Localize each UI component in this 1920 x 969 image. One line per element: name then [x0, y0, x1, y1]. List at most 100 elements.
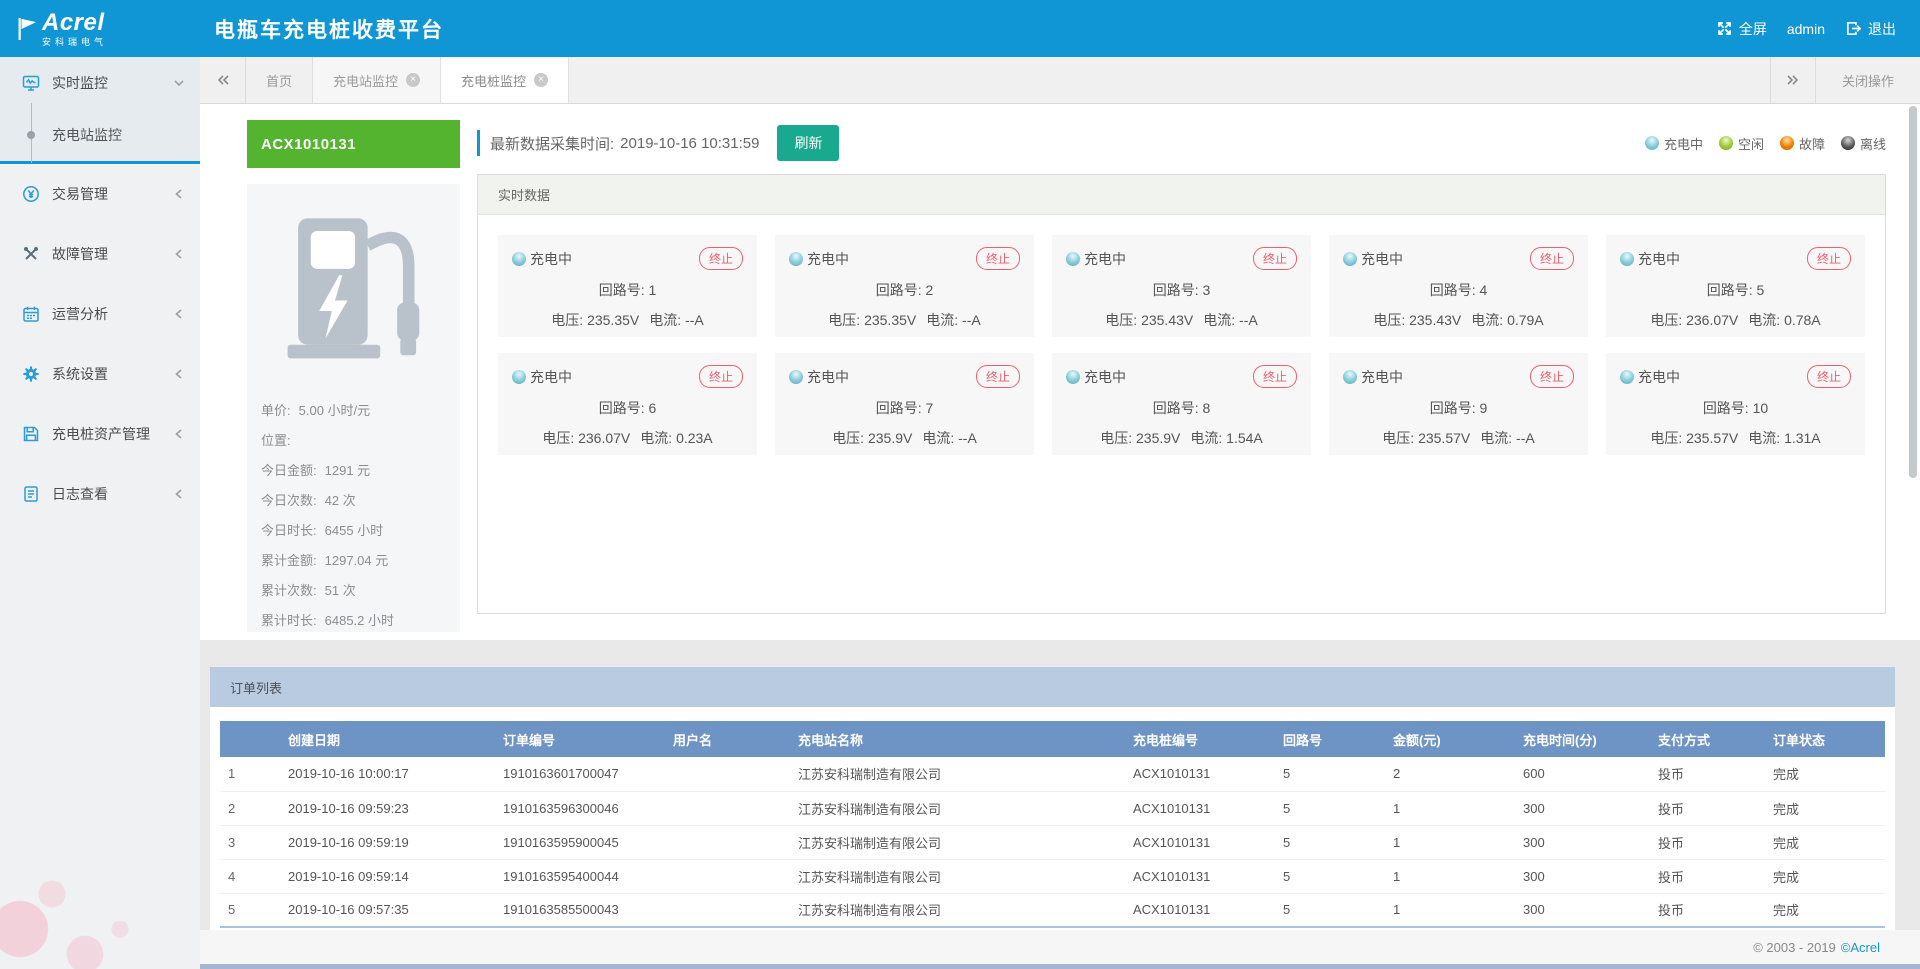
sidebar: 实时监控 充电站监控 交易管理: [0, 57, 200, 969]
column-header: 创建日期: [280, 721, 495, 757]
column-header: 金额(元): [1385, 721, 1515, 757]
fullscreen-button[interactable]: 全屏: [1716, 19, 1767, 39]
orders-table-wrap: 创建日期 订单编号 用户名 充电站名称 充电桩编号 回路号 金额(元) 充电时间(分) 支付方式…: [210, 707, 1895, 928]
sidebar-item-system-settings[interactable]: 系统设置: [0, 344, 200, 404]
circuit-status: 充电中: [512, 249, 572, 269]
charging-status-icon: [1343, 251, 1357, 266]
tab-close-icon[interactable]: ×: [406, 73, 421, 87]
stop-button[interactable]: 终止: [1252, 365, 1297, 388]
fullscreen-icon: [1717, 22, 1731, 35]
sidebar-item-label: 实时监控: [52, 75, 108, 91]
fullscreen-label: 全屏: [1738, 20, 1767, 37]
circuit-card: 充电中 终止 回路号: 8 电压: 235.9V 电流:: [1052, 353, 1311, 455]
refresh-button[interactable]: 刷新: [777, 125, 840, 161]
cell-order-status: 完成: [1765, 791, 1885, 825]
circuit-card: 充电中 终止 回路号: 10 电压: 235.57V 电: [1606, 353, 1865, 455]
stop-button[interactable]: 终止: [698, 247, 743, 270]
tab-label: 充电站监控: [333, 73, 399, 89]
column-header: 支付方式: [1650, 721, 1765, 757]
circuit-status-label: 充电中: [530, 250, 572, 267]
cell-username: [665, 825, 790, 859]
realtime-panel-title: 实时数据: [478, 175, 1885, 215]
stop-button[interactable]: 终止: [975, 247, 1020, 270]
fault-tools-icon: [24, 247, 38, 260]
cell-charge-minutes: 300: [1515, 859, 1650, 893]
tab-home[interactable]: 首页: [246, 57, 314, 103]
column-header: 订单编号: [495, 721, 665, 757]
top-header: Acrel 安科瑞电气 电瓶车充电桩收费平台 全屏 admin: [0, 0, 1920, 57]
cell-payment-method: 投币: [1650, 893, 1765, 927]
sidebar-item-realtime-monitor[interactable]: 实时监控: [0, 57, 200, 109]
circuit-number-line: 回路号: 3: [1152, 282, 1211, 298]
monitor-icon: [22, 75, 40, 91]
cell-order-status: 完成: [1765, 859, 1885, 893]
chevron-left-icon: [175, 249, 182, 259]
horizontal-scrollbar[interactable]: [200, 964, 1920, 969]
tabs-scroll-left-button[interactable]: [200, 57, 246, 103]
sidebar-subitem-label: 充电站监控: [52, 127, 122, 143]
sidebar-item-operations-analysis[interactable]: 运营分析: [0, 284, 200, 344]
cell-order-number: 1910163596300046: [495, 791, 665, 825]
legend-idle: 空闲: [1718, 134, 1764, 153]
circuit-status: 充电中: [1066, 249, 1126, 269]
cell-charge-minutes: 300: [1515, 893, 1650, 927]
tab-label: 充电桩监控: [461, 73, 527, 89]
stat-today-count: 今日次数: 42 次: [261, 493, 356, 508]
sidebar-item-label: 交易管理: [52, 186, 108, 202]
charging-status-icon: [1620, 369, 1634, 384]
cell-payment-method: 投币: [1650, 825, 1765, 859]
sidebar-item-faults[interactable]: 故障管理: [0, 224, 200, 284]
cell-username: [665, 859, 790, 893]
circuit-status: 充电中: [1620, 367, 1680, 387]
asset-disk-icon: [23, 426, 39, 442]
orders-table-body: 1 2019-10-16 10:00:17 1910163601700047 江…: [220, 757, 1885, 927]
sidebar-group-realtime: 实时监控 充电站监控: [0, 57, 200, 164]
stop-button[interactable]: 终止: [1529, 365, 1574, 388]
device-stats: 单价: 5.00 小时/元 位置: 今日金额: 1291 元 今日次数: 42 次 今…: [261, 396, 448, 636]
circuit-number-line: 回路号: 5: [1706, 282, 1765, 298]
stop-button[interactable]: 终止: [1806, 247, 1851, 270]
brand-link[interactable]: ©Acrel: [1840, 939, 1880, 955]
stat-total-amount: 累计金额: 1297.04 元: [261, 553, 389, 568]
logout-button[interactable]: 退出: [1845, 19, 1896, 39]
cell-payment-method: 投币: [1650, 859, 1765, 893]
column-header: 充电时间(分): [1515, 721, 1650, 757]
orders-header-row: 创建日期 订单编号 用户名 充电站名称 充电桩编号 回路号 金额(元) 充电时间(分) 支付方式…: [220, 721, 1885, 757]
stop-button[interactable]: 终止: [1806, 365, 1851, 388]
stop-button[interactable]: 终止: [698, 365, 743, 388]
legend-charging: 充电中: [1644, 134, 1703, 153]
cell-order-number: 1910163585500043: [495, 893, 665, 927]
cell-created-date: 2019-10-16 09:57:35: [280, 893, 495, 927]
sidebar-item-station-monitor[interactable]: 充电站监控: [0, 103, 200, 163]
tab-station-monitor[interactable]: 充电站监控 ×: [313, 57, 442, 103]
tab-close-icon[interactable]: ×: [534, 73, 549, 87]
stat-total-count: 累计次数: 51 次: [261, 583, 356, 598]
charging-status-icon: [1620, 251, 1634, 266]
tabs-scroll-right-button[interactable]: [1769, 57, 1816, 103]
cell-pile-number: ACX1010131: [1125, 893, 1275, 927]
circuit-status-label: 充电中: [1361, 368, 1403, 385]
stop-button[interactable]: 终止: [1529, 247, 1574, 270]
sidebar-item-transactions[interactable]: 交易管理: [0, 164, 200, 224]
sidebar-item-logs[interactable]: 日志查看: [0, 464, 200, 524]
stop-button[interactable]: 终止: [1252, 247, 1297, 270]
sidebar-item-pile-assets[interactable]: 充电桩资产管理: [0, 404, 200, 464]
circuit-number-line: 回路号: 1: [598, 282, 657, 298]
logo-flag-icon: [18, 17, 37, 40]
charging-status-icon: [789, 369, 803, 384]
cell-station-name: 江苏安科瑞制造有限公司: [790, 757, 1125, 791]
circuit-status-label: 充电中: [1084, 250, 1126, 267]
app-title: 电瓶车充电桩收费平台: [214, 18, 444, 42]
stop-button[interactable]: 终止: [975, 365, 1020, 388]
user-menu[interactable]: admin: [1786, 20, 1825, 37]
circuit-status-label: 充电中: [530, 368, 572, 385]
tab-pile-monitor[interactable]: 充电桩监控 ×: [441, 57, 570, 103]
circuit-status-label: 充电中: [1638, 368, 1680, 385]
close-operations-button[interactable]: 关闭操作: [1841, 73, 1894, 89]
vertical-scrollbar-thumb[interactable]: [1909, 106, 1917, 478]
row-index: 3: [220, 825, 280, 859]
cell-charge-minutes: 300: [1515, 791, 1650, 825]
cell-created-date: 2019-10-16 09:59:14: [280, 859, 495, 893]
log-icon: [24, 486, 38, 502]
circuit-number-line: 回路号: 6: [598, 400, 657, 416]
